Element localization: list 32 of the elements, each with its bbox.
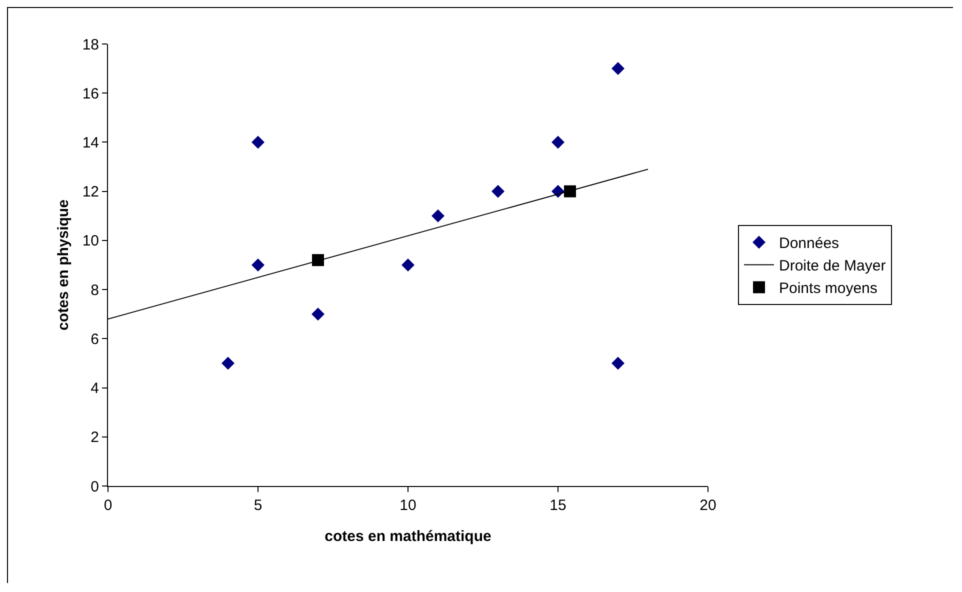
point	[312, 308, 324, 321]
legend-label: Droite de Mayer	[779, 258, 886, 275]
y-axis-title: cotes en physique	[55, 200, 72, 330]
y-tick-label: 12	[82, 184, 99, 201]
point	[564, 185, 576, 198]
y-tick-label: 14	[82, 134, 99, 152]
y-tick-label: 0	[90, 478, 99, 496]
x-tick-label: 20	[700, 497, 716, 514]
point	[552, 136, 564, 149]
y-tick-label: 16	[82, 85, 99, 102]
point	[252, 258, 264, 272]
y-tick-label: 2	[90, 429, 99, 446]
point	[492, 184, 504, 198]
y-tick-label: 8	[90, 282, 99, 299]
point	[312, 254, 324, 266]
point	[402, 258, 414, 272]
x-tick-label: 10	[400, 497, 416, 514]
legend-label: Données	[779, 235, 840, 252]
point	[252, 136, 264, 149]
legend-label: Points moyens	[779, 280, 878, 298]
y-tick-label: 18	[82, 36, 99, 54]
y-tick-label: 6	[90, 330, 99, 348]
point	[612, 356, 624, 370]
x-tick-label: 5	[254, 497, 262, 514]
point	[612, 62, 624, 76]
point	[222, 356, 234, 370]
y-tick-label: 10	[82, 232, 99, 250]
x-tick-label: 15	[550, 497, 566, 514]
x-tick-label: 0	[104, 497, 112, 514]
point	[432, 209, 444, 222]
y-tick-label: 4	[90, 380, 99, 398]
x-axis-title: cotes en mathématique	[324, 528, 492, 545]
